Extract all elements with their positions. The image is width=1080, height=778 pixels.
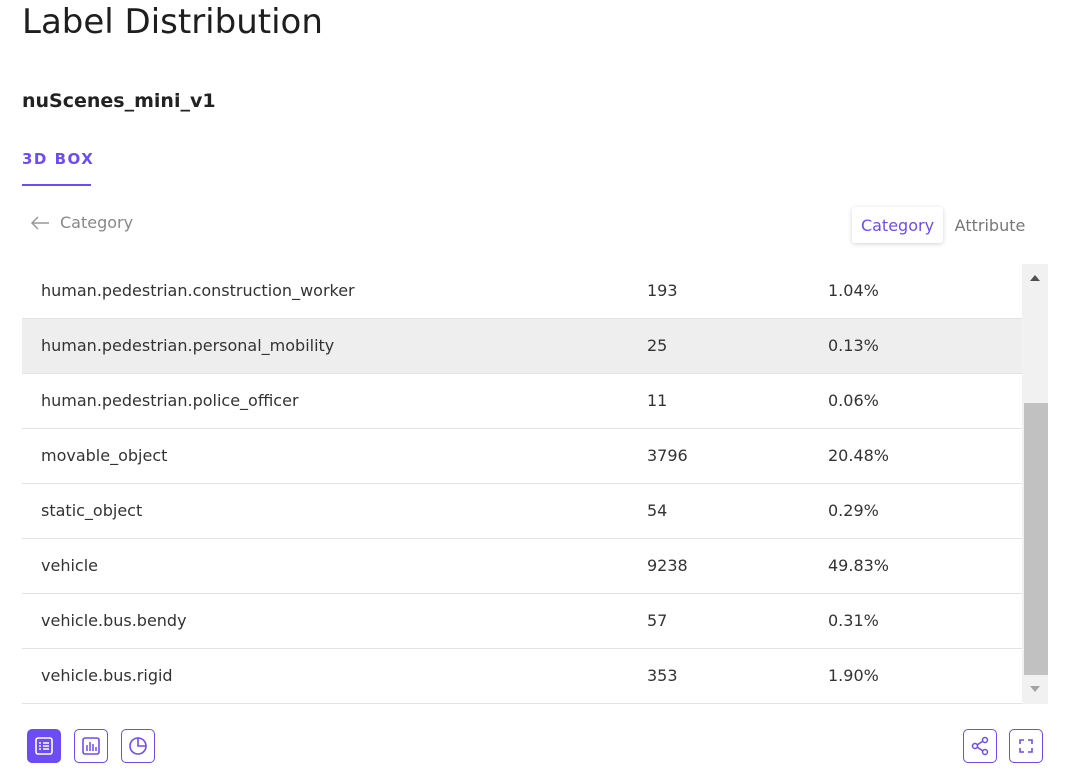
table: human.pedestrian.construction_worker 193 1… [22, 264, 1022, 704]
category-name: human.pedestrian.personal_mobility [41, 336, 335, 355]
table-row: human.pedestrian.construction_worker 193 1… [22, 264, 1022, 319]
percentage: 1.90% [828, 666, 879, 685]
fullscreen-button[interactable] [1009, 729, 1043, 763]
category-name: vehicle.bus.bendy [41, 611, 187, 630]
percentage: 49.83% [828, 556, 890, 575]
percentage: 0.29% [828, 501, 879, 520]
pie-view-button[interactable] [121, 729, 155, 763]
percentage: 0.13% [828, 336, 879, 355]
table-row: movable_object 3796 20.48% [22, 429, 1022, 484]
category-name: vehicle.bus.rigid [41, 666, 173, 685]
count: 57 [647, 611, 668, 630]
table-row: human.pedestrian.police_officer 11 0.06% [22, 374, 1022, 429]
toggle-button[interactable]: Attribute [954, 215, 1026, 235]
back-link[interactable]: Category [30, 213, 133, 232]
table-row: static_object 54 0.29% [22, 484, 1022, 539]
scrollbar-thumb[interactable] [1024, 403, 1048, 675]
count: 11 [647, 391, 668, 410]
icon [971, 736, 989, 756]
table-row: vehicle.bus.rigid 353 1.90% [22, 649, 1022, 704]
share-button[interactable] [963, 729, 997, 763]
category-name: human.pedestrian.police_officer [41, 391, 299, 410]
toggle-button[interactable]: Category [852, 207, 943, 243]
category-name: movable_object [41, 446, 168, 465]
category-name: human.pedestrian.construction_worker [41, 281, 355, 300]
tab-underline [22, 184, 91, 186]
scroll-arrows [1030, 275, 1040, 692]
category-name: vehicle [41, 556, 98, 575]
count: 193 [647, 281, 678, 300]
back-arrow [30, 215, 49, 230]
category-name: static_object [41, 501, 143, 520]
table-row: human.pedestrian.personal_mobility 25 0.13… [22, 319, 1022, 374]
table-view-button[interactable] [27, 729, 61, 763]
icon [35, 737, 53, 755]
percentage: 0.06% [828, 391, 879, 410]
page-title: Label Distribution [22, 2, 323, 42]
tab[interactable]: 3D BOX [22, 150, 95, 168]
count: 353 [647, 666, 678, 685]
count: 54 [647, 501, 668, 520]
percentage: 0.31% [828, 611, 879, 630]
bar-view-button[interactable] [74, 729, 108, 763]
table-row: vehicle.bus.bendy 57 0.31% [22, 594, 1022, 649]
table-row: vehicle 9238 49.83% [22, 539, 1022, 594]
icon [82, 737, 100, 755]
icon [129, 737, 147, 755]
count: 3796 [647, 446, 688, 465]
count: 25 [647, 336, 668, 355]
dataset-name: nuScenes_mini_v1 [22, 90, 216, 112]
icon [1019, 739, 1033, 753]
percentage: 20.48% [828, 446, 890, 465]
percentage: 1.04% [828, 281, 879, 300]
count: 9238 [647, 556, 688, 575]
back-label: Category [60, 213, 134, 232]
